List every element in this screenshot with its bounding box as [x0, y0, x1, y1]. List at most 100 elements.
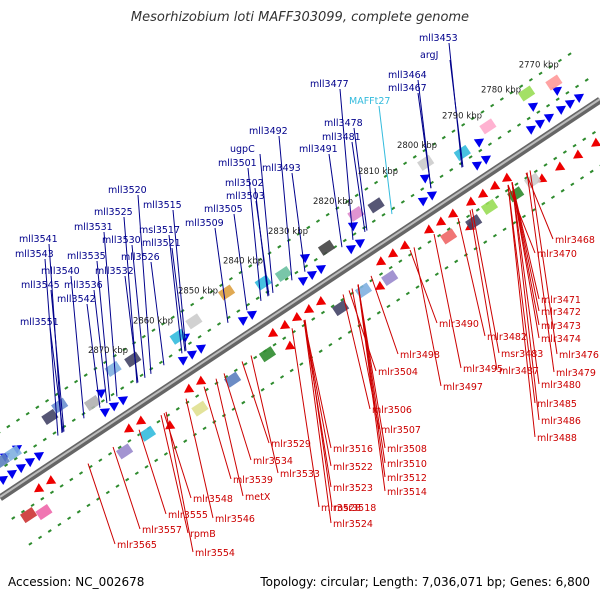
gene-feature-block — [453, 144, 471, 161]
guide-dot — [565, 91, 570, 95]
guide-dot — [543, 163, 548, 167]
gene-label-reverse: mlr3485 — [537, 399, 577, 410]
leader-line-reverse — [215, 378, 244, 497]
guide-dot — [52, 431, 57, 435]
leader-line-forward — [50, 289, 65, 432]
guide-dot — [311, 317, 316, 321]
guide-dot — [236, 309, 241, 313]
guide-dot — [304, 264, 309, 268]
forward-gene-arrow — [473, 138, 485, 148]
gene-label-reverse: mlr3516 — [333, 444, 373, 455]
guide-dot — [591, 131, 596, 135]
guide-dot — [347, 330, 352, 334]
guide-dot — [257, 257, 262, 262]
gene-label-forward: MAFFt27 — [349, 96, 390, 107]
guide-dot — [134, 471, 139, 476]
guide-dot — [28, 542, 33, 546]
guide-dot — [100, 399, 105, 403]
guide-dot — [454, 259, 459, 264]
guide-dot — [216, 322, 222, 326]
gene-label-forward: mll3477 — [310, 79, 349, 90]
forward-gene-arrow — [551, 86, 563, 96]
gene-label-forward: mll3540 — [41, 266, 80, 277]
guide-dot — [71, 418, 76, 423]
guide-dot — [441, 135, 446, 140]
forward-gene-arrow — [237, 316, 249, 326]
guide-dot — [154, 458, 159, 463]
leader-line-reverse — [526, 172, 555, 373]
guide-dot — [67, 516, 72, 520]
leader-line-forward — [124, 275, 139, 383]
reverse-gene-arrow — [465, 196, 477, 206]
leader-line-reverse — [529, 170, 558, 355]
guide-dot — [495, 195, 500, 199]
guide-dot — [156, 419, 161, 424]
guide-dot — [325, 212, 330, 217]
leader-line-forward — [449, 59, 464, 167]
guide-dot — [250, 394, 256, 399]
leader-line-reverse — [511, 182, 540, 385]
guide-dot — [289, 368, 294, 373]
guide-dot — [105, 490, 110, 495]
guide-dot — [248, 264, 253, 268]
reverse-gene-arrow — [477, 188, 489, 198]
gene-feature-block — [367, 197, 385, 214]
reverse-gene-arrow — [267, 327, 279, 338]
gene-label-reverse: mlr3497 — [443, 382, 483, 393]
guide-dot — [509, 90, 514, 95]
guide-dot — [555, 97, 560, 102]
guide-dot — [427, 240, 432, 244]
leader-line-forward — [103, 231, 118, 397]
gene-label-reverse: mlr3534 — [253, 456, 293, 467]
forward-gene-arrow — [417, 197, 429, 207]
leader-line-reverse — [223, 373, 252, 461]
gene-feature-block — [35, 504, 53, 521]
guide-dot — [437, 233, 442, 238]
guide-dot — [376, 310, 381, 315]
guide-dot — [151, 328, 156, 333]
guide-dot — [470, 116, 475, 121]
gene-feature-block — [138, 425, 157, 442]
guide-dot — [183, 439, 188, 443]
reverse-gene-arrow — [399, 240, 411, 250]
gene-feature-block — [480, 198, 499, 215]
guide-dot — [487, 142, 493, 147]
guide-dot — [468, 155, 473, 159]
guide-dot — [168, 354, 173, 358]
leader-line-reverse — [507, 184, 536, 254]
guide-dot — [275, 283, 280, 288]
leader-line-reverse — [203, 386, 232, 480]
gene-feature-block — [517, 85, 536, 102]
leader-line-forward — [247, 167, 262, 301]
gene-feature-block — [115, 443, 134, 460]
leader-line-reverse — [507, 184, 536, 438]
guide-dot — [253, 355, 258, 360]
tick-label: 2770 kbp — [519, 60, 559, 70]
guide-dot — [528, 78, 533, 82]
guide-dot — [504, 188, 509, 193]
guide-dot — [545, 103, 551, 108]
leader-line-reverse — [112, 446, 141, 530]
gene-label-forward: ugpC — [230, 144, 255, 155]
forward-gene-arrow — [564, 99, 576, 109]
gene-label-forward: argJ — [420, 50, 438, 61]
guide-dot — [407, 252, 413, 257]
leader-line-reverse — [525, 172, 554, 240]
leader-line-reverse — [304, 319, 333, 508]
reverse-gene-arrow — [303, 304, 315, 314]
tick-label: 2830 kbp — [268, 227, 308, 237]
guide-dot — [475, 208, 480, 212]
guide-dot — [209, 289, 214, 294]
guide-dot — [306, 225, 311, 230]
guide-dot — [245, 302, 251, 307]
forward-gene-arrow — [480, 155, 492, 165]
guide-dot — [127, 439, 132, 443]
guide-dot — [340, 297, 345, 302]
guide-dot — [490, 103, 495, 108]
guide-dot — [533, 169, 538, 174]
guide-dot — [64, 386, 69, 390]
leader-line-forward — [93, 289, 108, 404]
guide-dot — [185, 400, 190, 405]
leader-line-forward — [168, 234, 183, 354]
guide-dot — [40, 496, 45, 501]
